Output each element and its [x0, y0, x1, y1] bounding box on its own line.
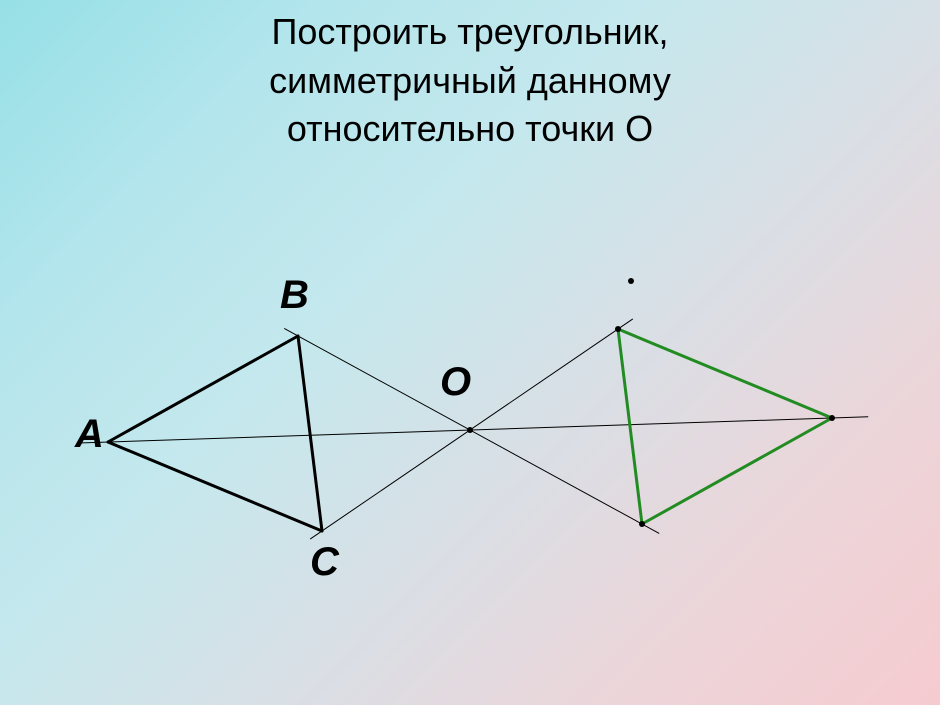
point-label: С	[310, 540, 339, 585]
point-label: В	[280, 273, 309, 318]
geometry-diagram	[0, 0, 940, 705]
point-label: О	[440, 360, 471, 405]
point-label: А	[75, 412, 104, 457]
